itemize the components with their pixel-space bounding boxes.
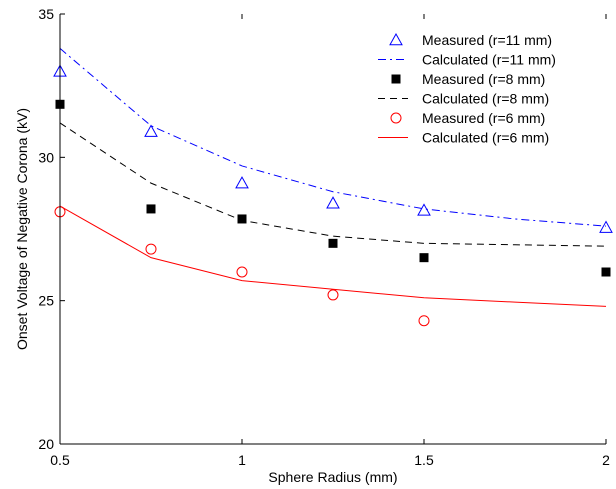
legend-item: Calculated (r=6 mm): [378, 130, 549, 146]
data-point: [418, 315, 430, 327]
legend-label: Calculated (r=8 mm): [422, 91, 549, 107]
x-tick-label: 0.5: [50, 452, 70, 468]
legend-item: Measured (r=8 mm): [391, 71, 545, 87]
legend-item: Measured (r=6 mm): [390, 110, 545, 126]
series-line: [59, 48, 607, 227]
data-point: [236, 266, 248, 278]
legend: Measured (r=11 mm) Calculated (r=11 mm) Me…: [378, 32, 556, 146]
series-1: [59, 48, 607, 227]
series-layer: [53, 48, 613, 327]
y-tick-label: 20: [38, 436, 54, 452]
ticks-layer: 0.5 1 1.5 2 20 25 30 35: [38, 6, 610, 468]
legend-label: Measured (r=8 mm): [422, 71, 545, 87]
legend-label: Measured (r=6 mm): [422, 110, 545, 126]
series-3: [59, 122, 607, 247]
y-tick-label: 30: [38, 149, 54, 165]
data-point: [145, 243, 157, 255]
legend-label: Calculated (r=11 mm): [422, 52, 556, 68]
legend-label: Measured (r=11 mm): [422, 32, 552, 48]
legend-item: Calculated (r=8 mm): [378, 91, 549, 107]
data-point: [146, 204, 156, 214]
legend-item: Calculated (r=11 mm): [378, 52, 556, 68]
y-tick-label: 35: [38, 6, 54, 22]
series-5: [59, 205, 607, 307]
x-tick-label: 1.5: [414, 452, 434, 468]
data-point: [237, 214, 247, 224]
axes-layer: [59, 14, 606, 445]
y-tick-label: 25: [38, 293, 54, 309]
legend-label: Calculated (r=6 mm): [422, 130, 549, 146]
series-line: [59, 205, 607, 307]
data-point: [235, 176, 249, 189]
data-point: [144, 124, 158, 137]
series-line: [59, 122, 607, 247]
legend-marker-swatch: [391, 74, 401, 84]
legend-marker-swatch: [389, 32, 403, 46]
x-tick-label: 1: [238, 452, 246, 468]
data-point: [599, 220, 613, 233]
data-point: [327, 289, 339, 301]
data-point: [419, 253, 429, 263]
plot-area: [60, 14, 606, 444]
data-point: [326, 196, 340, 209]
x-tick-label: 2: [602, 452, 610, 468]
y-axis-label: Onset Voltage of Negative Corona (kV): [14, 108, 30, 350]
data-point: [328, 238, 338, 248]
series-0: [53, 64, 613, 233]
legend-item: Measured (r=11 mm): [389, 32, 552, 48]
x-axis-label: Sphere Radius (mm): [268, 469, 397, 485]
legend-marker-swatch: [390, 112, 402, 124]
data-point: [601, 267, 611, 277]
